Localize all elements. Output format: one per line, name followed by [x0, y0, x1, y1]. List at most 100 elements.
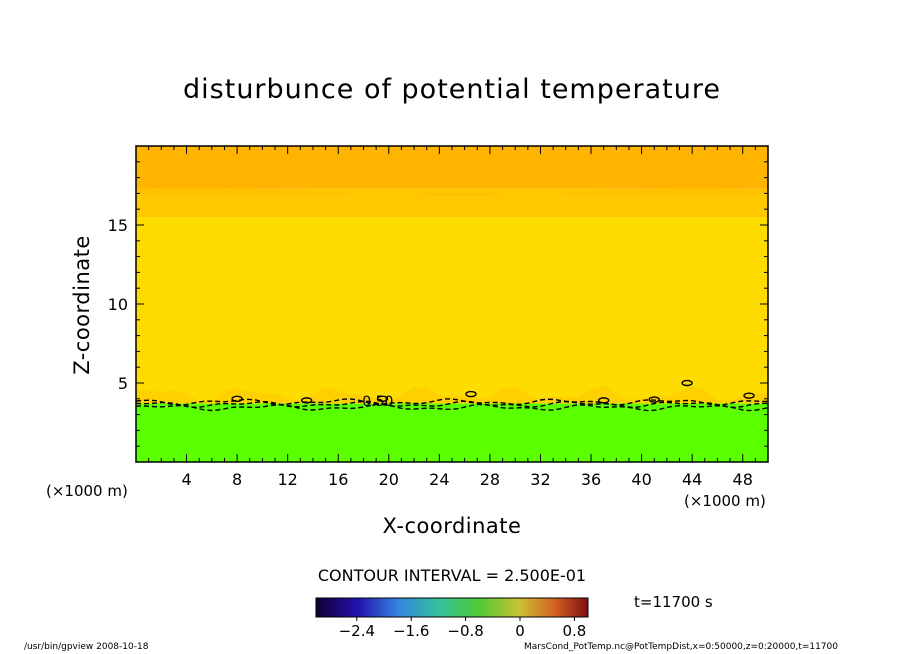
- colorbar-swatch: [410, 598, 413, 617]
- colorbar-swatch: [446, 598, 449, 617]
- contour-blob-0: [231, 395, 243, 402]
- colorbar-swatch: [348, 598, 351, 617]
- colorbar-swatch: [318, 598, 321, 617]
- contour-blob-3: [465, 390, 477, 398]
- contour-interval-label: CONTOUR INTERVAL = 2.500E-01: [317, 566, 587, 585]
- colorbar-swatch: [428, 598, 431, 617]
- colorbar-swatch: [506, 598, 509, 617]
- contour-blob-2: [376, 395, 389, 402]
- colorbar-swatch: [564, 598, 567, 617]
- colorbar-swatch: [342, 598, 345, 617]
- contour-blob-1: [300, 397, 313, 404]
- colorbar-swatch: [470, 598, 473, 617]
- colorbar-swatch: [500, 598, 503, 617]
- colorbar-swatch: [426, 598, 429, 617]
- colorbar-swatch: [368, 598, 371, 617]
- colorbar-swatch: [336, 598, 339, 617]
- colorbar-swatch: [444, 598, 447, 617]
- x-tick-label: 32: [530, 470, 550, 489]
- colorbar-swatch: [350, 598, 353, 617]
- colorbar-swatch: [440, 598, 443, 617]
- colorbar-swatch: [316, 598, 319, 617]
- colorbar-swatch: [476, 598, 479, 617]
- colorbar-swatch: [340, 598, 343, 617]
- colorbar-swatch: [372, 598, 375, 617]
- colorbar-swatch: [320, 598, 323, 617]
- colorbar-swatch: [550, 598, 553, 617]
- colorbar-swatch: [486, 598, 489, 617]
- colorbar-swatch: [496, 598, 499, 617]
- colorbar-swatch: [418, 598, 421, 617]
- colorbar-swatch: [402, 598, 405, 617]
- colorbar-swatch: [462, 598, 465, 617]
- colorbar-swatch: [354, 598, 357, 617]
- contour-lines: -0.50: [136, 379, 768, 412]
- colorbar-swatch: [412, 598, 415, 617]
- colorbar-swatch: [406, 598, 409, 617]
- colorbar-swatch: [584, 598, 587, 617]
- colorbar-swatch: [536, 598, 539, 617]
- y-tick-label: 15: [108, 216, 128, 235]
- contour-blob-4: [597, 397, 610, 404]
- colorbar-swatch: [558, 598, 561, 617]
- colorbar-swatch: [540, 598, 543, 617]
- chart-title: disturbunce of potential temperature: [183, 74, 721, 105]
- colorbar-swatch: [474, 598, 477, 617]
- color-band-1: [136, 217, 768, 404]
- colorbar-swatch: [516, 598, 519, 617]
- colorbar-swatch: [468, 598, 471, 617]
- footer-right: MarsCond_PotTemp.nc@PotTempDist,x=0:5000…: [524, 642, 838, 652]
- colorbar-swatch: [452, 598, 455, 617]
- colorbar-swatch: [416, 598, 419, 617]
- colorbar-swatch: [344, 598, 347, 617]
- x-tick-label: 8: [232, 470, 242, 489]
- colorbar-swatch: [330, 598, 333, 617]
- colorbar-swatch: [544, 598, 547, 617]
- colorbar-swatch: [400, 598, 403, 617]
- colorbar-swatch: [388, 598, 391, 617]
- colorbar-swatch: [430, 598, 433, 617]
- band-transition: [136, 385, 768, 404]
- colorbar-swatch: [394, 598, 397, 617]
- plot-area: [136, 146, 768, 462]
- colorbar-swatch: [578, 598, 581, 617]
- colorbar-swatch: [488, 598, 491, 617]
- colorbar-swatch: [502, 598, 505, 617]
- colorbar-swatch: [518, 598, 521, 617]
- x-tick-label: 28: [480, 470, 500, 489]
- y-axis-label: Z-coordinate: [70, 235, 94, 375]
- colorbar-swatch: [362, 598, 365, 617]
- colorbar-swatch: [532, 598, 535, 617]
- colorbar-swatch: [534, 598, 537, 617]
- colorbar-swatch: [568, 598, 571, 617]
- colorbar-swatch: [436, 598, 439, 617]
- colorbar-swatch: [380, 598, 383, 617]
- colorbar-swatch: [482, 598, 485, 617]
- colorbar-swatch: [408, 598, 411, 617]
- colorbar-swatch: [424, 598, 427, 617]
- colorbar-swatch: [326, 598, 329, 617]
- colorbar-swatch: [492, 598, 495, 617]
- colorbar-swatch: [356, 598, 359, 617]
- colorbar-swatch: [324, 598, 327, 617]
- colorbar-swatch: [586, 598, 589, 617]
- x-tick-label: 36: [581, 470, 601, 489]
- colorbar-swatch: [520, 598, 523, 617]
- colorbar-swatch: [480, 598, 483, 617]
- colorbar-swatch: [392, 598, 395, 617]
- band-wave: [136, 187, 768, 196]
- colorbar-swatch: [494, 598, 497, 617]
- colorbar-swatch: [456, 598, 459, 617]
- colorbar-swatch: [334, 598, 337, 617]
- colorbar-swatch: [560, 598, 563, 617]
- colorbar-swatch: [434, 598, 437, 617]
- colorbar-swatch: [538, 598, 541, 617]
- colorbar-swatch: [582, 598, 585, 617]
- colorbar-swatch: [514, 598, 517, 617]
- contour-blob-6: [681, 379, 693, 387]
- x-tick-label: 44: [682, 470, 702, 489]
- x-tick-label: 20: [379, 470, 399, 489]
- x-tick-label: 24: [429, 470, 449, 489]
- colorbar-swatch: [576, 598, 579, 617]
